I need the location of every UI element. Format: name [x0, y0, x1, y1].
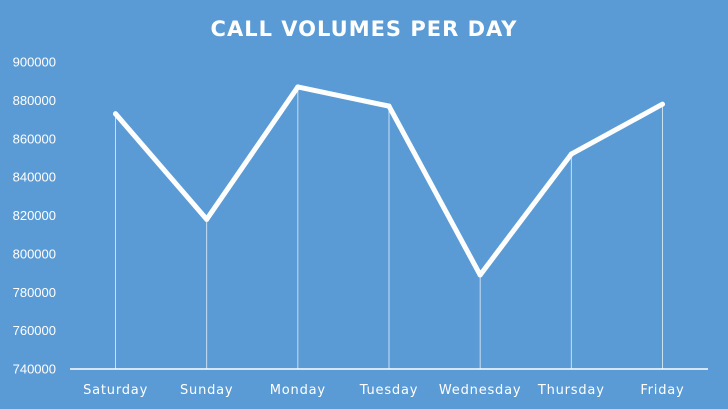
x-tick-label: Thursday: [537, 383, 605, 398]
drop-lines: [115, 86, 663, 369]
y-tick-label: 860000: [13, 131, 56, 146]
data-point: [386, 103, 392, 109]
y-tick-label: 740000: [13, 362, 56, 377]
y-tick-label: 760000: [13, 323, 56, 338]
data-point: [295, 84, 301, 90]
y-tick-label: 880000: [13, 93, 56, 108]
data-point: [477, 272, 483, 278]
y-axis-ticks: 740000 760000 780000 800000 820000 840000 8600…: [13, 55, 56, 377]
data-point: [659, 101, 665, 107]
y-tick-label: 900000: [13, 55, 56, 70]
x-tick-label: Monday: [270, 383, 326, 398]
data-point: [568, 151, 574, 157]
y-tick-label: 820000: [13, 208, 56, 223]
y-tick-label: 800000: [13, 246, 56, 261]
x-tick-label: Sunday: [180, 383, 233, 398]
y-tick-label: 840000: [13, 170, 56, 185]
y-tick-label: 780000: [13, 285, 56, 300]
x-tick-label: Wednesday: [439, 383, 521, 398]
x-tick-label: Saturday: [83, 383, 148, 398]
data-point: [204, 216, 210, 222]
x-tick-label: Tuesday: [359, 383, 419, 398]
chart-title: CALL VOLUMES PER DAY: [211, 17, 518, 41]
data-point: [113, 111, 119, 117]
x-tick-label: Friday: [640, 383, 684, 398]
x-axis-ticks: Saturday Sunday Monday Tuesday Wednesday Thur…: [83, 383, 684, 398]
